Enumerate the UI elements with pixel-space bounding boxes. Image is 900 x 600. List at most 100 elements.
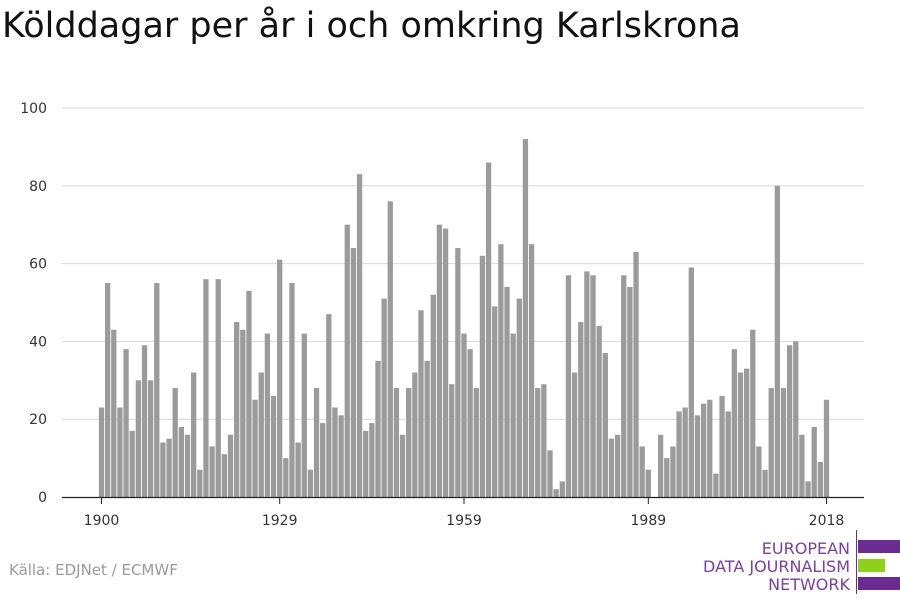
bar-1925[interactable]	[252, 399, 258, 497]
bar-1958[interactable]	[455, 248, 461, 497]
bar-1976[interactable]	[565, 275, 572, 497]
bar-1912[interactable]	[172, 388, 178, 497]
bar-1923[interactable]	[240, 329, 246, 497]
bar-1907[interactable]	[141, 345, 148, 497]
bar-1975[interactable]	[559, 481, 565, 497]
bar-2008[interactable]	[762, 469, 768, 497]
bar-1909[interactable]	[154, 283, 160, 497]
bar-1978[interactable]	[578, 321, 584, 497]
bar-1973[interactable]	[547, 450, 553, 497]
bar-1947[interactable]	[387, 201, 393, 498]
bar-1970[interactable]	[528, 244, 535, 497]
bar-1977[interactable]	[571, 372, 578, 497]
bar-1957[interactable]	[449, 384, 455, 497]
bar-1945[interactable]	[375, 360, 381, 497]
bar-1921[interactable]	[227, 434, 234, 497]
bar-1956[interactable]	[442, 228, 449, 497]
bar-1939[interactable]	[338, 415, 344, 497]
bar-2002[interactable]	[725, 411, 731, 497]
bar-2003[interactable]	[731, 349, 737, 497]
bar-2009[interactable]	[768, 388, 774, 497]
bar-2014[interactable]	[799, 434, 805, 497]
bar-1902[interactable]	[111, 329, 117, 497]
bar-1900[interactable]	[98, 407, 105, 497]
bar-1988[interactable]	[639, 446, 645, 497]
bar-2005[interactable]	[743, 368, 750, 497]
bar-1961[interactable]	[473, 388, 479, 497]
bar-1987[interactable]	[633, 251, 639, 497]
bar-1946[interactable]	[381, 298, 387, 497]
bar-1974[interactable]	[553, 489, 559, 497]
bar-1918[interactable]	[209, 446, 215, 497]
bar-1930[interactable]	[283, 458, 289, 497]
bar-1989[interactable]	[645, 469, 651, 497]
bar-1965[interactable]	[498, 244, 504, 497]
bar-1927[interactable]	[264, 333, 271, 497]
bar-1994[interactable]	[676, 411, 682, 497]
bar-1904[interactable]	[123, 349, 129, 497]
bar-1968[interactable]	[516, 298, 522, 497]
bar-1942[interactable]	[356, 174, 363, 497]
bar-1944[interactable]	[369, 423, 375, 497]
bar-1998[interactable]	[700, 403, 707, 497]
bar-1932[interactable]	[295, 442, 301, 497]
bar-1935[interactable]	[313, 388, 320, 497]
bar-1952[interactable]	[418, 310, 424, 497]
bar-1948[interactable]	[393, 388, 400, 497]
bar-1954[interactable]	[430, 294, 436, 497]
bar-1943[interactable]	[363, 430, 369, 497]
bar-2013[interactable]	[793, 341, 799, 497]
bar-1969[interactable]	[522, 139, 529, 497]
bar-1910[interactable]	[160, 442, 166, 497]
bar-2010[interactable]	[774, 185, 780, 498]
bar-1967[interactable]	[510, 333, 516, 497]
bar-1959[interactable]	[461, 333, 467, 497]
bar-1937[interactable]	[326, 314, 332, 497]
edjnet-logo[interactable]: EUROPEAN DATA JOURNALISM NETWORK	[700, 528, 900, 594]
bar-1991[interactable]	[657, 434, 664, 497]
bar-1919[interactable]	[215, 279, 221, 497]
bar-1999[interactable]	[707, 399, 713, 497]
bar-2006[interactable]	[750, 329, 756, 497]
bar-1983[interactable]	[608, 438, 615, 497]
bar-1993[interactable]	[670, 446, 676, 497]
bar-1934[interactable]	[307, 469, 314, 497]
bar-1985[interactable]	[621, 275, 627, 497]
bar-1953[interactable]	[424, 360, 430, 497]
bar-2012[interactable]	[786, 345, 793, 497]
bar-1941[interactable]	[350, 248, 357, 497]
bar-2015[interactable]	[805, 481, 811, 497]
bar-1901[interactable]	[105, 283, 111, 497]
bar-1915[interactable]	[191, 372, 197, 497]
bar-1950[interactable]	[406, 388, 412, 497]
bar-1971[interactable]	[535, 388, 541, 497]
bar-1986[interactable]	[627, 286, 633, 497]
bar-2001[interactable]	[719, 395, 725, 497]
bar-1938[interactable]	[332, 407, 338, 497]
bar-1916[interactable]	[197, 469, 203, 497]
bar-1936[interactable]	[320, 423, 326, 497]
bar-1920[interactable]	[221, 454, 228, 497]
bar-2016[interactable]	[811, 426, 817, 497]
bar-1931[interactable]	[289, 283, 295, 497]
bar-1979[interactable]	[584, 271, 590, 497]
bar-1913[interactable]	[178, 426, 185, 497]
bar-1972[interactable]	[541, 384, 547, 497]
bar-1924[interactable]	[246, 290, 252, 497]
bar-1914[interactable]	[184, 434, 191, 497]
bar-1982[interactable]	[602, 353, 608, 497]
bar-1966[interactable]	[504, 286, 510, 497]
bar-1980[interactable]	[590, 275, 596, 497]
bar-1933[interactable]	[301, 333, 307, 497]
bar-2011[interactable]	[780, 388, 787, 497]
bar-1911[interactable]	[166, 438, 172, 497]
bar-1929[interactable]	[277, 259, 283, 497]
bar-1926[interactable]	[258, 372, 264, 497]
bar-1949[interactable]	[399, 434, 406, 497]
bar-1928[interactable]	[270, 395, 277, 497]
bar-1995[interactable]	[682, 407, 688, 497]
bar-1922[interactable]	[234, 321, 240, 497]
bar-1984[interactable]	[614, 434, 621, 497]
bar-2004[interactable]	[737, 372, 744, 497]
bar-1955[interactable]	[436, 224, 443, 497]
